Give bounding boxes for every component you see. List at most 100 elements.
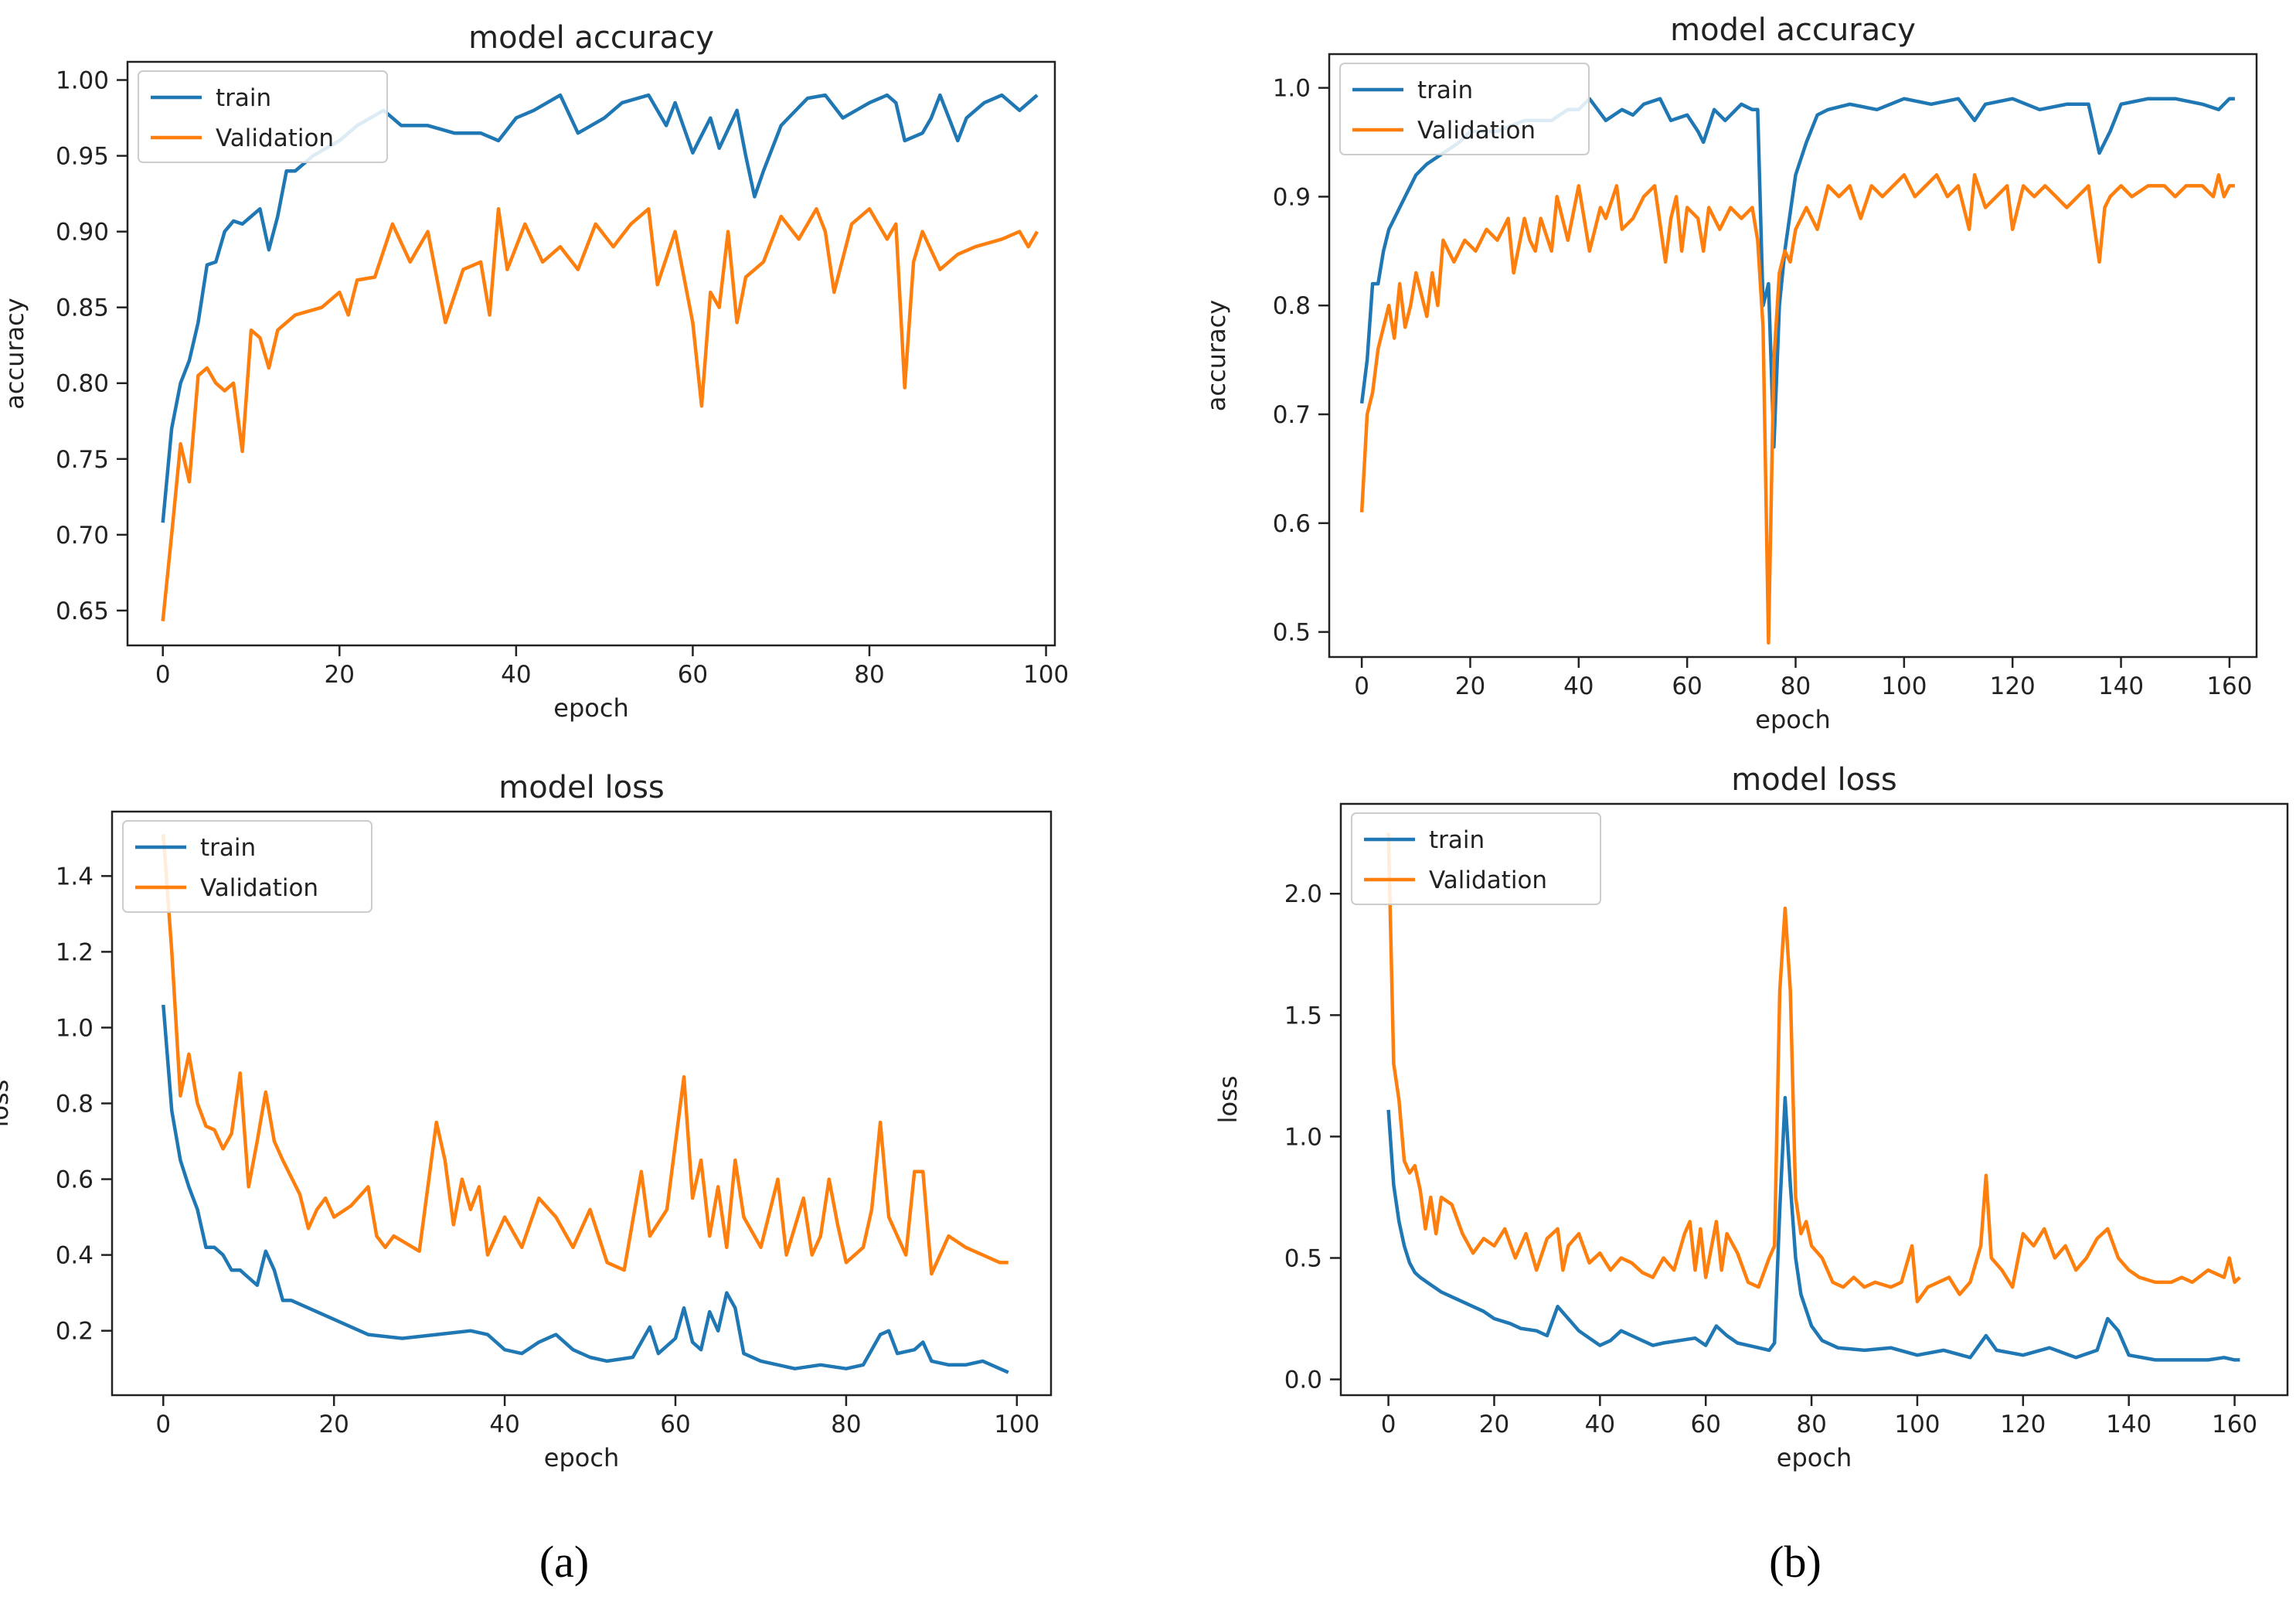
chart-title: model accuracy: [1670, 12, 1916, 48]
y-axis-label: accuracy: [1202, 300, 1231, 411]
legend-label-train: train: [200, 834, 256, 862]
plot-frame: [1339, 802, 2289, 1397]
y-tick-label: 1.0: [56, 1014, 94, 1042]
chart-title: model loss: [1731, 762, 1897, 798]
series-line-validation: [162, 834, 1009, 1276]
legend-label-train: train: [1429, 826, 1485, 854]
y-tick-label: 0.95: [56, 143, 109, 171]
y-tick-label: 0.85: [56, 294, 109, 322]
legend-label-train: train: [1417, 77, 1473, 104]
x-tick-label: 40: [489, 1411, 519, 1438]
y-tick-label: 0.90: [56, 219, 109, 247]
x-tick-label: 100: [1023, 661, 1069, 689]
y-tick-label: 1.2: [56, 938, 94, 966]
chart-b-accuracy: 0 20 40 60 80 100 120 140 160 0.5 0.6 0.7 0.8 0.9 1.0 m…: [1202, 12, 2258, 734]
x-tick-label: 120: [2000, 1411, 2046, 1438]
y-tick-label: 0.5: [1273, 619, 1311, 647]
x-tick-label: 80: [831, 1411, 861, 1438]
x-tick-label: 40: [501, 661, 531, 689]
series-line-train: [1386, 1095, 2240, 1362]
y-tick-label: 0.70: [56, 522, 109, 550]
x-tick-label: 160: [2206, 672, 2252, 700]
y-tick-label: 0.2: [56, 1318, 94, 1346]
y-tick-label: 1.4: [56, 863, 94, 890]
x-tick-label: 100: [1894, 1411, 1940, 1438]
legend: train Validation: [1339, 63, 1590, 155]
x-tick-label: 20: [318, 1411, 349, 1438]
series-line-train: [161, 93, 1039, 523]
legend-label-validation: Validation: [1429, 866, 1547, 894]
x-tick-label: 40: [1585, 1411, 1615, 1438]
y-tick-label: 1.00: [56, 67, 109, 95]
chart-a-accuracy: 0 20 40 60 80 100 0.65 0.70 0.75 0.80 0.85 0.90 0.95…: [0, 20, 1069, 723]
y-tick-label: 0.5: [1284, 1244, 1322, 1272]
series-line-train: [162, 1004, 1009, 1374]
x-tick-label: 140: [2098, 672, 2144, 700]
legend: train Validation: [138, 70, 388, 163]
y-tick-label: 0.4: [56, 1242, 94, 1270]
x-tick-label: 60: [1690, 1411, 1720, 1438]
chart-title: model loss: [498, 770, 665, 805]
x-tick-label: 60: [678, 661, 708, 689]
legend-box: [122, 820, 372, 913]
legend-label-train: train: [216, 84, 271, 112]
x-tick-label: 80: [1796, 1411, 1826, 1438]
y-tick-label: 0.80: [56, 370, 109, 398]
y-tick-label: 0.65: [56, 597, 109, 625]
x-tick-label: 20: [1479, 1411, 1509, 1438]
y-tick-label: 0.8: [1273, 292, 1311, 320]
x-axis-label: epoch: [1755, 705, 1830, 734]
x-tick-label: 0: [155, 1411, 171, 1438]
x-tick-label: 0: [1381, 1411, 1396, 1438]
y-tick-label: 0.6: [1273, 510, 1311, 538]
y-tick-label: 0.9: [1273, 183, 1311, 211]
series-line-validation: [1359, 173, 2235, 645]
chart-title: model accuracy: [468, 20, 714, 56]
legend-label-validation: Validation: [1417, 117, 1536, 145]
x-tick-label: 80: [1781, 672, 1811, 700]
x-tick-label: 80: [854, 661, 884, 689]
legend-box: [1351, 812, 1601, 905]
legend-box: [1339, 63, 1590, 155]
x-axis-label: epoch: [1777, 1443, 1852, 1472]
legend-box: [138, 70, 388, 163]
x-axis-label: epoch: [553, 693, 628, 723]
x-tick-label: 160: [2212, 1411, 2257, 1438]
y-tick-label: 0.8: [56, 1091, 94, 1118]
panel-label-b: (b): [1769, 1537, 1821, 1587]
panel-label-a: (a): [539, 1537, 589, 1587]
x-tick-label: 20: [325, 661, 355, 689]
x-tick-label: 140: [2106, 1411, 2151, 1438]
x-tick-label: 40: [1563, 672, 1594, 700]
y-tick-label: 0.75: [56, 446, 109, 474]
y-tick-label: 0.7: [1273, 401, 1311, 429]
plot-area: 0 20 40 60 80 1000.650.700.750.800.850.900.95…: [0, 12, 2289, 1472]
plot-frame: [1328, 53, 2258, 659]
legend: train Validation: [122, 820, 372, 913]
x-tick-label: 0: [155, 661, 171, 689]
legend-label-validation: Validation: [216, 124, 334, 152]
y-tick-label: 0.0: [1284, 1367, 1322, 1394]
chart-a-loss: 0 20 40 60 80 100 0.2 0.4 0.6 0.8 1.0 1.2 1.4 model l…: [0, 770, 1053, 1472]
legend-label-validation: Validation: [200, 874, 318, 902]
chart-b-loss: 0 20 40 60 80 100 120 140 160 0.0 0.5 1.0 1.5 2.0 mode…: [1213, 762, 2289, 1472]
y-tick-label: 1.0: [1273, 75, 1311, 103]
x-tick-label: 60: [660, 1411, 690, 1438]
legend: train Validation: [1351, 812, 1601, 905]
y-tick-label: 2.0: [1284, 880, 1322, 908]
series-line-validation: [1386, 832, 2241, 1304]
y-tick-label: 1.0: [1284, 1123, 1322, 1151]
y-axis-label: loss: [0, 1080, 14, 1128]
x-tick-label: 0: [1354, 672, 1369, 700]
x-tick-label: 100: [1881, 672, 1927, 700]
y-axis-label: loss: [1213, 1076, 1243, 1124]
series-line-validation: [161, 206, 1039, 621]
x-tick-label: 20: [1455, 672, 1485, 700]
x-tick-label: 100: [994, 1411, 1039, 1438]
x-tick-label: 120: [1990, 672, 2036, 700]
x-axis-label: epoch: [544, 1443, 619, 1472]
y-axis-label: accuracy: [0, 298, 29, 409]
y-tick-label: 1.5: [1284, 1002, 1322, 1030]
plot-frame: [126, 60, 1056, 647]
